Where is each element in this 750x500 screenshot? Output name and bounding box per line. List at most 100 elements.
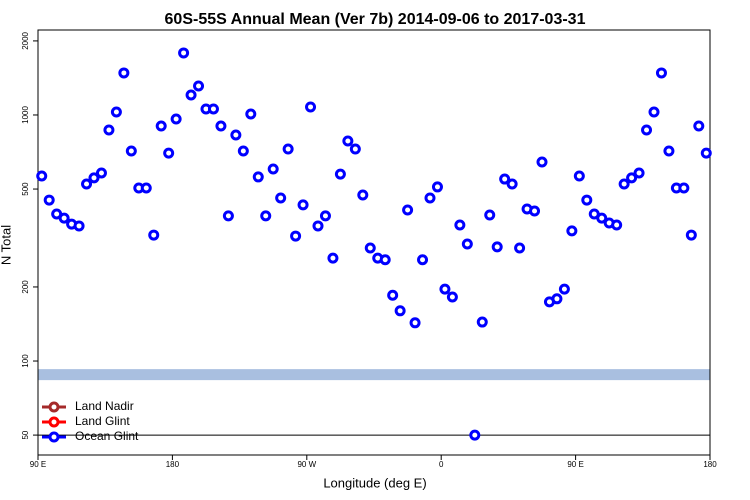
data-point <box>155 120 167 132</box>
data-point <box>439 283 451 295</box>
data-point <box>566 225 578 237</box>
data-point <box>215 120 227 132</box>
x-tick-label: 180 <box>703 460 717 469</box>
data-point <box>581 194 593 206</box>
data-point <box>693 120 705 132</box>
data-point <box>655 67 667 79</box>
data-point <box>499 173 511 185</box>
data-point <box>125 145 137 157</box>
data-point <box>678 182 690 194</box>
y-axis-title: N Total <box>0 225 13 265</box>
data-point <box>417 254 429 266</box>
data-point <box>245 108 257 120</box>
data-point <box>103 124 115 136</box>
data-point <box>551 293 563 305</box>
data-point <box>379 254 391 266</box>
y-tick-label: 200 <box>21 280 30 294</box>
chart-title: 60S-55S Annual Mean (Ver 7b) 2014-09-06 … <box>165 11 586 28</box>
data-point <box>424 192 436 204</box>
x-tick-label: 90 W <box>297 460 316 469</box>
data-point <box>140 182 152 194</box>
data-point <box>267 163 279 175</box>
data-point <box>260 210 272 222</box>
legend-marker <box>48 401 60 413</box>
y-tick-label: 1000 <box>21 106 30 124</box>
data-point <box>327 252 339 264</box>
data-point <box>334 168 346 180</box>
data-point <box>170 113 182 125</box>
data-point <box>454 219 466 231</box>
data-point <box>529 205 541 217</box>
data-point <box>178 47 190 59</box>
data-point <box>469 429 481 441</box>
data-point <box>446 291 458 303</box>
data-point <box>319 210 331 222</box>
data-point <box>402 204 414 216</box>
data-point <box>81 178 93 190</box>
data-point <box>207 103 219 115</box>
data-point <box>685 229 697 241</box>
data-point <box>73 220 85 232</box>
x-tick-label: 180 <box>166 460 180 469</box>
data-point <box>237 145 249 157</box>
data-point <box>611 219 623 231</box>
plot-frame <box>37 29 711 456</box>
data-point <box>312 220 324 232</box>
data-point <box>491 241 503 253</box>
data-point <box>290 230 302 242</box>
data-point <box>484 209 496 221</box>
data-point <box>342 135 354 147</box>
data-point <box>357 189 369 201</box>
data-point <box>558 283 570 295</box>
data-point <box>641 124 653 136</box>
legend-label: Ocean Glint <box>75 429 139 443</box>
data-point <box>297 199 309 211</box>
data-point <box>110 106 122 118</box>
y-tick-label: 50 <box>21 430 30 439</box>
x-tick-label: 90 E <box>30 460 46 469</box>
legend-marker <box>48 431 60 443</box>
data-point <box>364 242 376 254</box>
data-point <box>596 212 608 224</box>
data-point <box>95 167 107 179</box>
data-point <box>193 80 205 92</box>
data-point <box>394 305 406 317</box>
data-point <box>536 156 548 168</box>
y-tick-label: 2000 <box>21 31 30 49</box>
y-tick-label: 500 <box>21 182 30 196</box>
data-point <box>618 178 630 190</box>
data-point <box>163 147 175 159</box>
legend-marker <box>48 416 60 428</box>
data-point <box>476 316 488 328</box>
data-point <box>230 129 242 141</box>
data-point <box>663 145 675 157</box>
legend-label: Land Nadir <box>75 399 134 413</box>
data-point <box>282 143 294 155</box>
data-point <box>700 147 712 159</box>
data-point <box>387 289 399 301</box>
data-point <box>431 181 443 193</box>
x-axis-title: Longitude (deg E) <box>323 475 426 490</box>
data-point <box>573 170 585 182</box>
data-point <box>58 212 70 224</box>
data-point <box>305 101 317 113</box>
data-point <box>252 171 264 183</box>
data-point <box>43 194 55 206</box>
legend-label: Land Glint <box>75 414 130 428</box>
data-point <box>275 192 287 204</box>
data-point <box>626 172 638 184</box>
y-tick-label: 100 <box>21 354 30 368</box>
data-point <box>222 210 234 222</box>
data-point <box>514 242 526 254</box>
data-point <box>349 143 361 155</box>
data-point <box>506 178 518 190</box>
data-point <box>461 238 473 250</box>
data-point <box>648 106 660 118</box>
data-point <box>409 317 421 329</box>
data-point <box>633 167 645 179</box>
x-tick-label: 0 <box>439 460 444 469</box>
data-point <box>36 170 48 182</box>
data-point <box>118 67 130 79</box>
data-point <box>88 172 100 184</box>
